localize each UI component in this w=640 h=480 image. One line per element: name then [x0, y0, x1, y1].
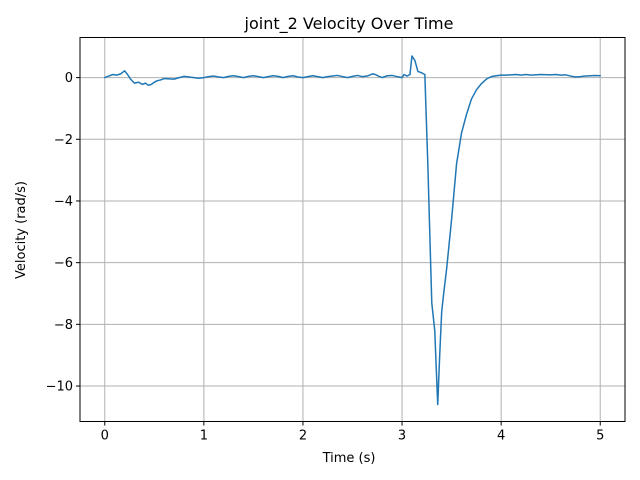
y-axis-label: Velocity (rad/s): [14, 181, 29, 279]
velocity-series-line: [104, 55, 601, 406]
plot-frame: [79, 37, 626, 422]
y-tick-label: −2: [54, 133, 73, 148]
y-tick-label: −6: [54, 256, 73, 271]
x-tick-label: 3: [398, 429, 406, 444]
chart-title: joint_2 Velocity Over Time: [244, 14, 454, 34]
y-tick-label: −10: [46, 380, 73, 395]
x-tick-label: 0: [101, 429, 109, 444]
x-tick-label: 1: [200, 429, 208, 444]
x-tick-label: 4: [497, 429, 505, 444]
x-tick-label: 2: [299, 429, 307, 444]
x-tick-label: 5: [596, 429, 604, 444]
y-tick-label: 0: [65, 71, 73, 86]
series-layer: [104, 55, 601, 406]
y-tick-label: −8: [54, 318, 73, 333]
x-axis-label: Time (s): [322, 451, 376, 466]
grid-lines: [80, 37, 625, 422]
axis-ticks: 0 1 2 3 4 5 0 −2 −4 −6 −8 −10: [46, 71, 605, 443]
y-tick-label: −4: [54, 194, 73, 209]
